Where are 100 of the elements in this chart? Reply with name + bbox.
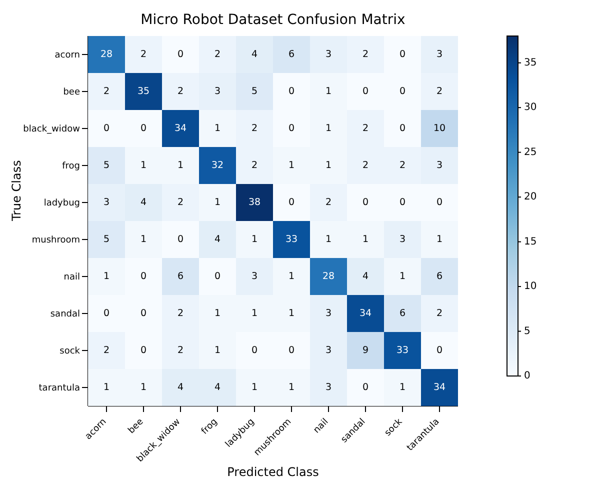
data-label: 0 [288,123,295,134]
data-label: 35 [137,86,150,97]
data-label: 34 [433,382,446,393]
data-label: 1 [362,234,369,245]
data-label: 2 [177,345,184,356]
data-label: 4 [214,234,221,245]
data-label: 4 [362,271,369,282]
data-label: 34 [359,308,372,319]
data-label: 4 [214,382,221,393]
data-label: 34 [174,123,187,134]
color-bar-label: 30 [524,102,537,114]
data-label: 0 [177,49,184,60]
data-label: 28 [322,271,335,282]
data-label: 3 [214,86,221,97]
data-label: 1 [399,382,406,393]
y-tick-label: tarantula [38,384,80,394]
data-label: 0 [436,197,443,208]
data-label: 3 [436,160,443,171]
color-bar-label: 20 [524,192,537,203]
data-label: 1 [325,160,332,171]
data-label: 32 [211,160,224,171]
data-label: 2 [103,345,110,356]
data-label: 4 [140,197,147,208]
data-label: 1 [214,123,221,134]
y-tick-label: sandal [50,310,80,320]
data-label: 2 [251,123,258,134]
data-label: 2 [177,308,184,319]
data-label: 1 [140,234,147,245]
data-label: 2 [399,160,406,171]
y-tick-label: mushroom [32,236,80,246]
data-label: 2 [177,86,184,97]
data-label: 0 [362,86,369,97]
data-label: 3 [103,197,110,208]
data-label: 0 [436,345,443,356]
data-label: 0 [399,86,406,97]
x-axis-title: Predicted Class [227,465,319,479]
data-label: 0 [399,123,406,134]
data-label: 1 [214,345,221,356]
y-tick-label: ladybug [44,198,80,209]
data-label: 6 [399,308,406,319]
data-label: 4 [177,382,184,393]
y-tick-label: bee [63,88,80,98]
data-label: 2 [436,308,443,319]
color-bar-label: 0 [524,370,530,382]
data-label: 1 [436,234,443,245]
data-label: 1 [288,308,295,319]
data-label: 3 [325,345,332,356]
color-bar-label: 35 [524,57,537,68]
data-label: 2 [362,49,369,60]
data-label: 5 [103,234,110,245]
data-label: 0 [399,49,406,60]
data-label: 1 [288,382,295,393]
data-label: 1 [288,271,295,282]
color-bar-label: 25 [524,146,537,158]
data-label: 2 [436,86,443,97]
data-label: 33 [396,345,409,356]
data-label: 10 [433,123,446,134]
y-axis-title: True Class [9,160,24,222]
data-label: 2 [103,86,110,97]
data-label: 9 [362,345,369,356]
data-label: 0 [362,382,369,393]
data-label: 1 [288,160,295,171]
data-label: 6 [436,271,443,282]
data-label: 1 [103,382,110,393]
colorbar: 0 5 10 15 20 25 30 35 [501,8,561,478]
y-tick-label: black_widow [23,124,80,135]
data-label: 0 [177,234,184,245]
x-tick-label: frog [200,417,220,437]
data-label: 3 [399,234,406,245]
data-label: 1 [325,234,332,245]
chart-title: Micro Robot Dataset Confusion Matrix [140,12,406,28]
data-label: 0 [140,123,147,134]
data-label: 3 [251,271,258,282]
data-label: 1 [325,86,332,97]
data-label: 1 [140,382,147,393]
color-bar-label: 10 [524,281,537,292]
data-label: 33 [285,234,298,245]
data-label: 2 [214,49,221,60]
data-label: 0 [103,308,110,319]
color-bar-label: 5 [524,326,530,337]
data-label: 0 [362,197,369,208]
y-tick-label: frog [62,162,80,172]
data-label: 0 [399,197,406,208]
data-label: 2 [140,49,147,60]
data-label: 0 [140,345,147,356]
data-label: 1 [214,308,221,319]
data-label: 6 [288,49,295,60]
data-label: 1 [214,197,221,208]
data-label: 2 [362,160,369,171]
data-label: 3 [325,49,332,60]
data-label: 1 [399,271,406,282]
data-label: 5 [103,160,110,171]
data-label: 2 [251,160,258,171]
data-label: 0 [140,271,147,282]
data-label: 0 [288,197,295,208]
data-label: 2 [177,197,184,208]
data-label: 0 [140,308,147,319]
data-label: 0 [251,345,258,356]
data-label: 0 [288,86,295,97]
data-label: 2 [362,123,369,134]
